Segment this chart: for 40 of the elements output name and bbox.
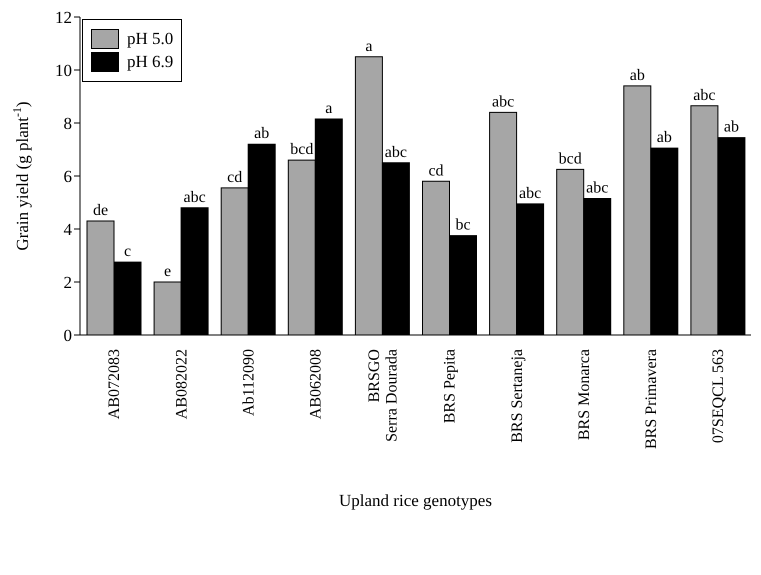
y-tick-label: 2 xyxy=(64,273,72,292)
x-tick-label: AB072083 xyxy=(106,349,124,420)
data-label: bcd xyxy=(558,150,582,168)
x-tick-label: BRS Sertaneja xyxy=(508,349,526,443)
data-label: bc xyxy=(455,216,471,234)
x-tick-label: BRS Pepita xyxy=(442,349,459,424)
data-label: cd xyxy=(428,162,444,180)
y-tick-label: 6 xyxy=(64,167,72,186)
y-tick-label: 8 xyxy=(64,114,72,134)
data-label: abc xyxy=(586,180,608,197)
data-label: a xyxy=(365,38,372,55)
x-axis-title: Upland rice genotypes xyxy=(339,491,492,510)
x-tick-label: 07SEQCL 563 xyxy=(710,349,728,444)
legend-label: pH 6.9 xyxy=(127,52,174,72)
data-label: abc xyxy=(519,184,542,202)
x-tick-label: Ab112090 xyxy=(240,349,258,416)
data-label: bcd xyxy=(290,141,314,158)
data-label: ab xyxy=(254,125,270,142)
data-label: a xyxy=(325,100,332,118)
data-label: ab xyxy=(724,118,739,136)
data-label: cd xyxy=(227,168,242,186)
x-tick-label: AB062008 xyxy=(307,349,324,420)
x-tick-label: BRS Monarca xyxy=(576,349,593,440)
data-label: abc xyxy=(693,86,716,104)
x-tick-label: BRSGO Serra Dourada xyxy=(366,349,400,442)
y-tick-label: 4 xyxy=(64,220,72,240)
y-tick-label: 10 xyxy=(55,61,72,80)
y-tick-label: 0 xyxy=(64,326,72,346)
y-tick-label: 12 xyxy=(55,8,72,28)
x-tick-label: BRS Primavera xyxy=(642,349,660,449)
data-label: abc xyxy=(184,188,206,206)
x-tick-label: AB082022 xyxy=(173,349,190,420)
data-label: e xyxy=(164,263,172,280)
data-label: ab xyxy=(656,129,672,146)
data-label: de xyxy=(92,202,108,220)
data-label: c xyxy=(124,243,132,260)
data-label: ab xyxy=(630,66,645,84)
legend-label: pH 5.0 xyxy=(127,29,174,49)
data-label: abc xyxy=(492,93,514,110)
data-label: abc xyxy=(384,144,407,161)
